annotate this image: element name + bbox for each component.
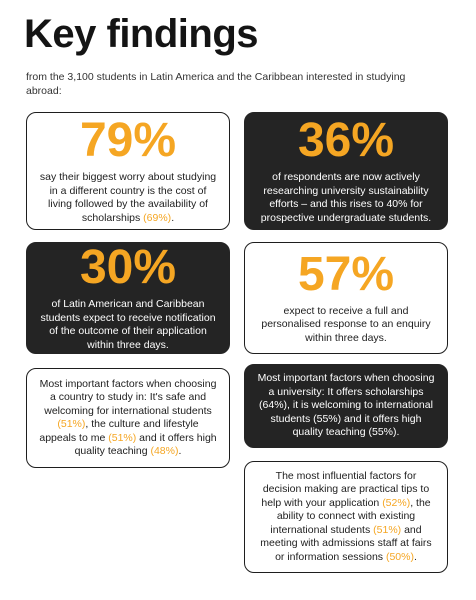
finding-text-part: and it offers high quality teaching <box>74 431 217 458</box>
highlight-percent: (48%) <box>150 445 179 457</box>
page-title: Key findings <box>24 12 259 56</box>
finding-text: of respondents are now actively research… <box>260 171 432 224</box>
highlight-percent: (69%) <box>143 211 172 224</box>
finding-text-part: . <box>171 211 175 224</box>
finding-text-part: , the culture and lifestyle appeals to m… <box>39 418 199 444</box>
finding-card-enquiry-response: 57% expect to receive a full and persona… <box>244 242 448 354</box>
finding-card-university-factors: Most important factors when choosing a u… <box>244 364 448 448</box>
finding-text-part: and meeting with admissions staff at fai… <box>260 523 432 563</box>
finding-text: The most influential factors for decisio… <box>257 470 435 565</box>
highlight-percent: (51%) <box>373 523 402 536</box>
finding-text: Most important factors when choosing a c… <box>39 378 217 459</box>
finding-text-part: The most influential factors for decisio… <box>261 469 430 509</box>
finding-text: Most important factors when choosing a u… <box>257 372 435 439</box>
stat-value: 36% <box>297 114 395 167</box>
stat-value: 79% <box>79 114 177 167</box>
stat-value: 30% <box>79 241 177 294</box>
finding-card-application-notification: 30% of Latin American and Caribbean stud… <box>26 242 230 354</box>
finding-card-decision-factors: The most influential factors for decisio… <box>244 461 448 573</box>
highlight-percent: (51%) <box>57 418 86 430</box>
finding-text-part: say their biggest worry about studying i… <box>39 171 217 224</box>
finding-card-country-factors: Most important factors when choosing a c… <box>26 368 230 468</box>
finding-text: expect to receive a full and personalise… <box>261 304 431 344</box>
finding-card-sustainability: 36% of respondents are now actively rese… <box>244 112 448 230</box>
finding-text: say their biggest worry about studying i… <box>39 171 217 225</box>
finding-text-part: , the ability to connect with existing i… <box>270 496 431 536</box>
highlight-percent: (50%) <box>385 550 414 563</box>
finding-text: of Latin American and Caribbean students… <box>40 298 216 351</box>
finding-text-part: . <box>178 445 182 457</box>
finding-text-part: Most important factors when choosing a c… <box>39 377 217 417</box>
finding-text-part: . <box>413 550 417 563</box>
highlight-percent: (51%) <box>108 431 137 444</box>
highlight-percent: (52%) <box>382 496 411 509</box>
page-subtitle: from the 3,100 students in Latin America… <box>26 71 406 97</box>
finding-card-cost-of-living: 79% say their biggest worry about studyi… <box>26 112 230 230</box>
stat-value: 57% <box>297 247 395 301</box>
